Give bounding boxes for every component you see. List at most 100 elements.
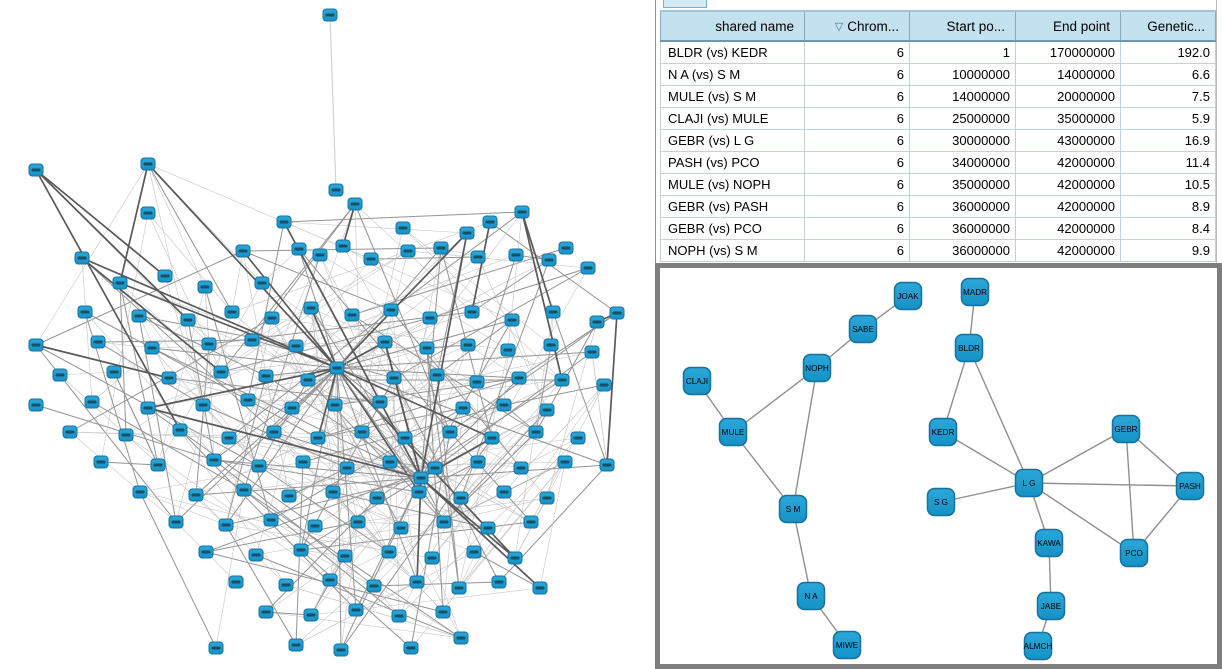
graph-node[interactable] [532,581,548,595]
graph-node[interactable] [500,343,516,357]
graph-node-jabe[interactable]: JABE [1036,591,1066,621]
graph-node[interactable] [480,521,496,535]
graph-node[interactable] [188,488,204,502]
graph-node[interactable] [74,251,90,265]
graph-node[interactable] [554,373,570,387]
graph-node[interactable] [77,305,93,319]
graph-node[interactable] [329,361,345,375]
graph-node[interactable] [322,573,338,587]
graph-node-miwe[interactable]: MIWE [832,630,862,660]
graph-node[interactable] [325,485,341,499]
filtered-network-canvas[interactable]: JOAK MADR SABE BLDR NOPH CLAJI MULE KEDR GEBR L G… [660,268,1217,664]
graph-node[interactable] [251,459,267,473]
graph-node[interactable] [433,241,449,255]
graph-node[interactable] [409,575,425,589]
graph-node[interactable] [140,401,156,415]
graph-node[interactable] [161,371,177,385]
graph-node[interactable] [197,280,213,294]
graph-node[interactable] [382,455,398,469]
graph-node[interactable] [157,269,173,283]
graph-node[interactable] [293,543,309,557]
graph-node[interactable] [589,315,605,329]
graph-node[interactable] [244,333,260,347]
graph-node-s-m[interactable]: S M [778,494,808,524]
graph-node[interactable] [528,425,544,439]
graph-node[interactable] [288,638,304,652]
graph-node[interactable] [397,431,413,445]
graph-node[interactable] [180,313,196,327]
graph-node[interactable] [284,401,300,415]
graph-node[interactable] [391,609,407,623]
graph-node-l-g[interactable]: L G [1014,468,1044,498]
graph-node[interactable] [28,338,44,352]
graph-node[interactable] [403,641,419,655]
graph-node[interactable] [383,303,399,317]
graph-node[interactable] [451,581,467,595]
graph-node[interactable] [224,305,240,319]
graph-node[interactable] [240,393,256,407]
graph-node[interactable] [348,603,364,617]
graph-node[interactable] [258,605,274,619]
graph-node[interactable] [106,365,122,379]
graph-node[interactable] [327,398,343,412]
graph-node-gebr[interactable]: GEBR [1111,414,1141,444]
graph-node[interactable] [514,205,530,219]
graph-node-pco[interactable]: PCO [1119,538,1149,568]
column-header-end-point[interactable]: End point [1015,10,1121,42]
table-row[interactable]: GEBR (vs) PASH 6 36000000 42000000 8.9 [660,195,1216,218]
table-row[interactable]: MULE (vs) NOPH 6 35000000 42000000 10.5 [660,173,1216,196]
graph-node[interactable] [424,551,440,565]
graph-node[interactable] [350,515,366,529]
graph-node[interactable] [84,395,100,409]
graph-node[interactable] [541,253,557,267]
graph-node[interactable] [310,431,326,445]
graph-node[interactable] [172,423,188,437]
graph-node[interactable] [312,248,328,262]
graph-node[interactable] [496,398,512,412]
graph-node[interactable] [335,239,351,253]
graph-node[interactable] [422,311,438,325]
graph-node[interactable] [168,515,184,529]
graph-node[interactable] [460,338,476,352]
graph-node[interactable] [508,248,524,262]
graph-node[interactable] [470,250,486,264]
graph-node[interactable] [496,485,512,499]
graph-node[interactable] [596,378,612,392]
graph-node[interactable] [584,345,600,359]
graph-node[interactable] [322,8,338,22]
graph-node-almch[interactable]: ALMCH [1024,631,1053,661]
graph-node[interactable] [369,491,385,505]
graph-node-n-a[interactable]: N A [796,581,826,611]
graph-node[interactable] [201,337,217,351]
graph-node[interactable] [344,308,360,322]
graph-node[interactable] [263,513,279,527]
graph-node[interactable] [482,215,498,229]
graph-node[interactable] [28,398,44,412]
graph-node[interactable] [393,521,409,535]
table-tab[interactable] [663,0,707,8]
graph-node[interactable] [539,491,555,505]
graph-node[interactable] [303,608,319,622]
graph-node[interactable] [599,458,615,472]
graph-node[interactable] [459,226,475,240]
graph-node[interactable] [543,338,559,352]
graph-node[interactable] [307,519,323,533]
graph-node[interactable] [469,375,485,389]
column-header-genetic[interactable]: Genetic... [1120,10,1216,42]
graph-node[interactable] [435,605,451,619]
graph-node[interactable] [144,341,160,355]
graph-node[interactable] [62,425,78,439]
graph-node[interactable] [580,261,596,275]
graph-node[interactable] [557,455,573,469]
graph-node[interactable] [442,425,458,439]
graph-node[interactable] [400,244,416,258]
graph-node-claji[interactable]: CLAJI [682,366,712,396]
graph-node[interactable] [386,371,402,385]
graph-node-joak[interactable]: JOAK [893,281,923,311]
graph-node[interactable] [570,431,586,445]
graph-node-noph[interactable]: NOPH [802,353,832,383]
graph-node[interactable] [254,276,270,290]
graph-node[interactable] [206,453,222,467]
graph-node[interactable] [413,471,429,485]
graph-node[interactable] [470,455,486,469]
